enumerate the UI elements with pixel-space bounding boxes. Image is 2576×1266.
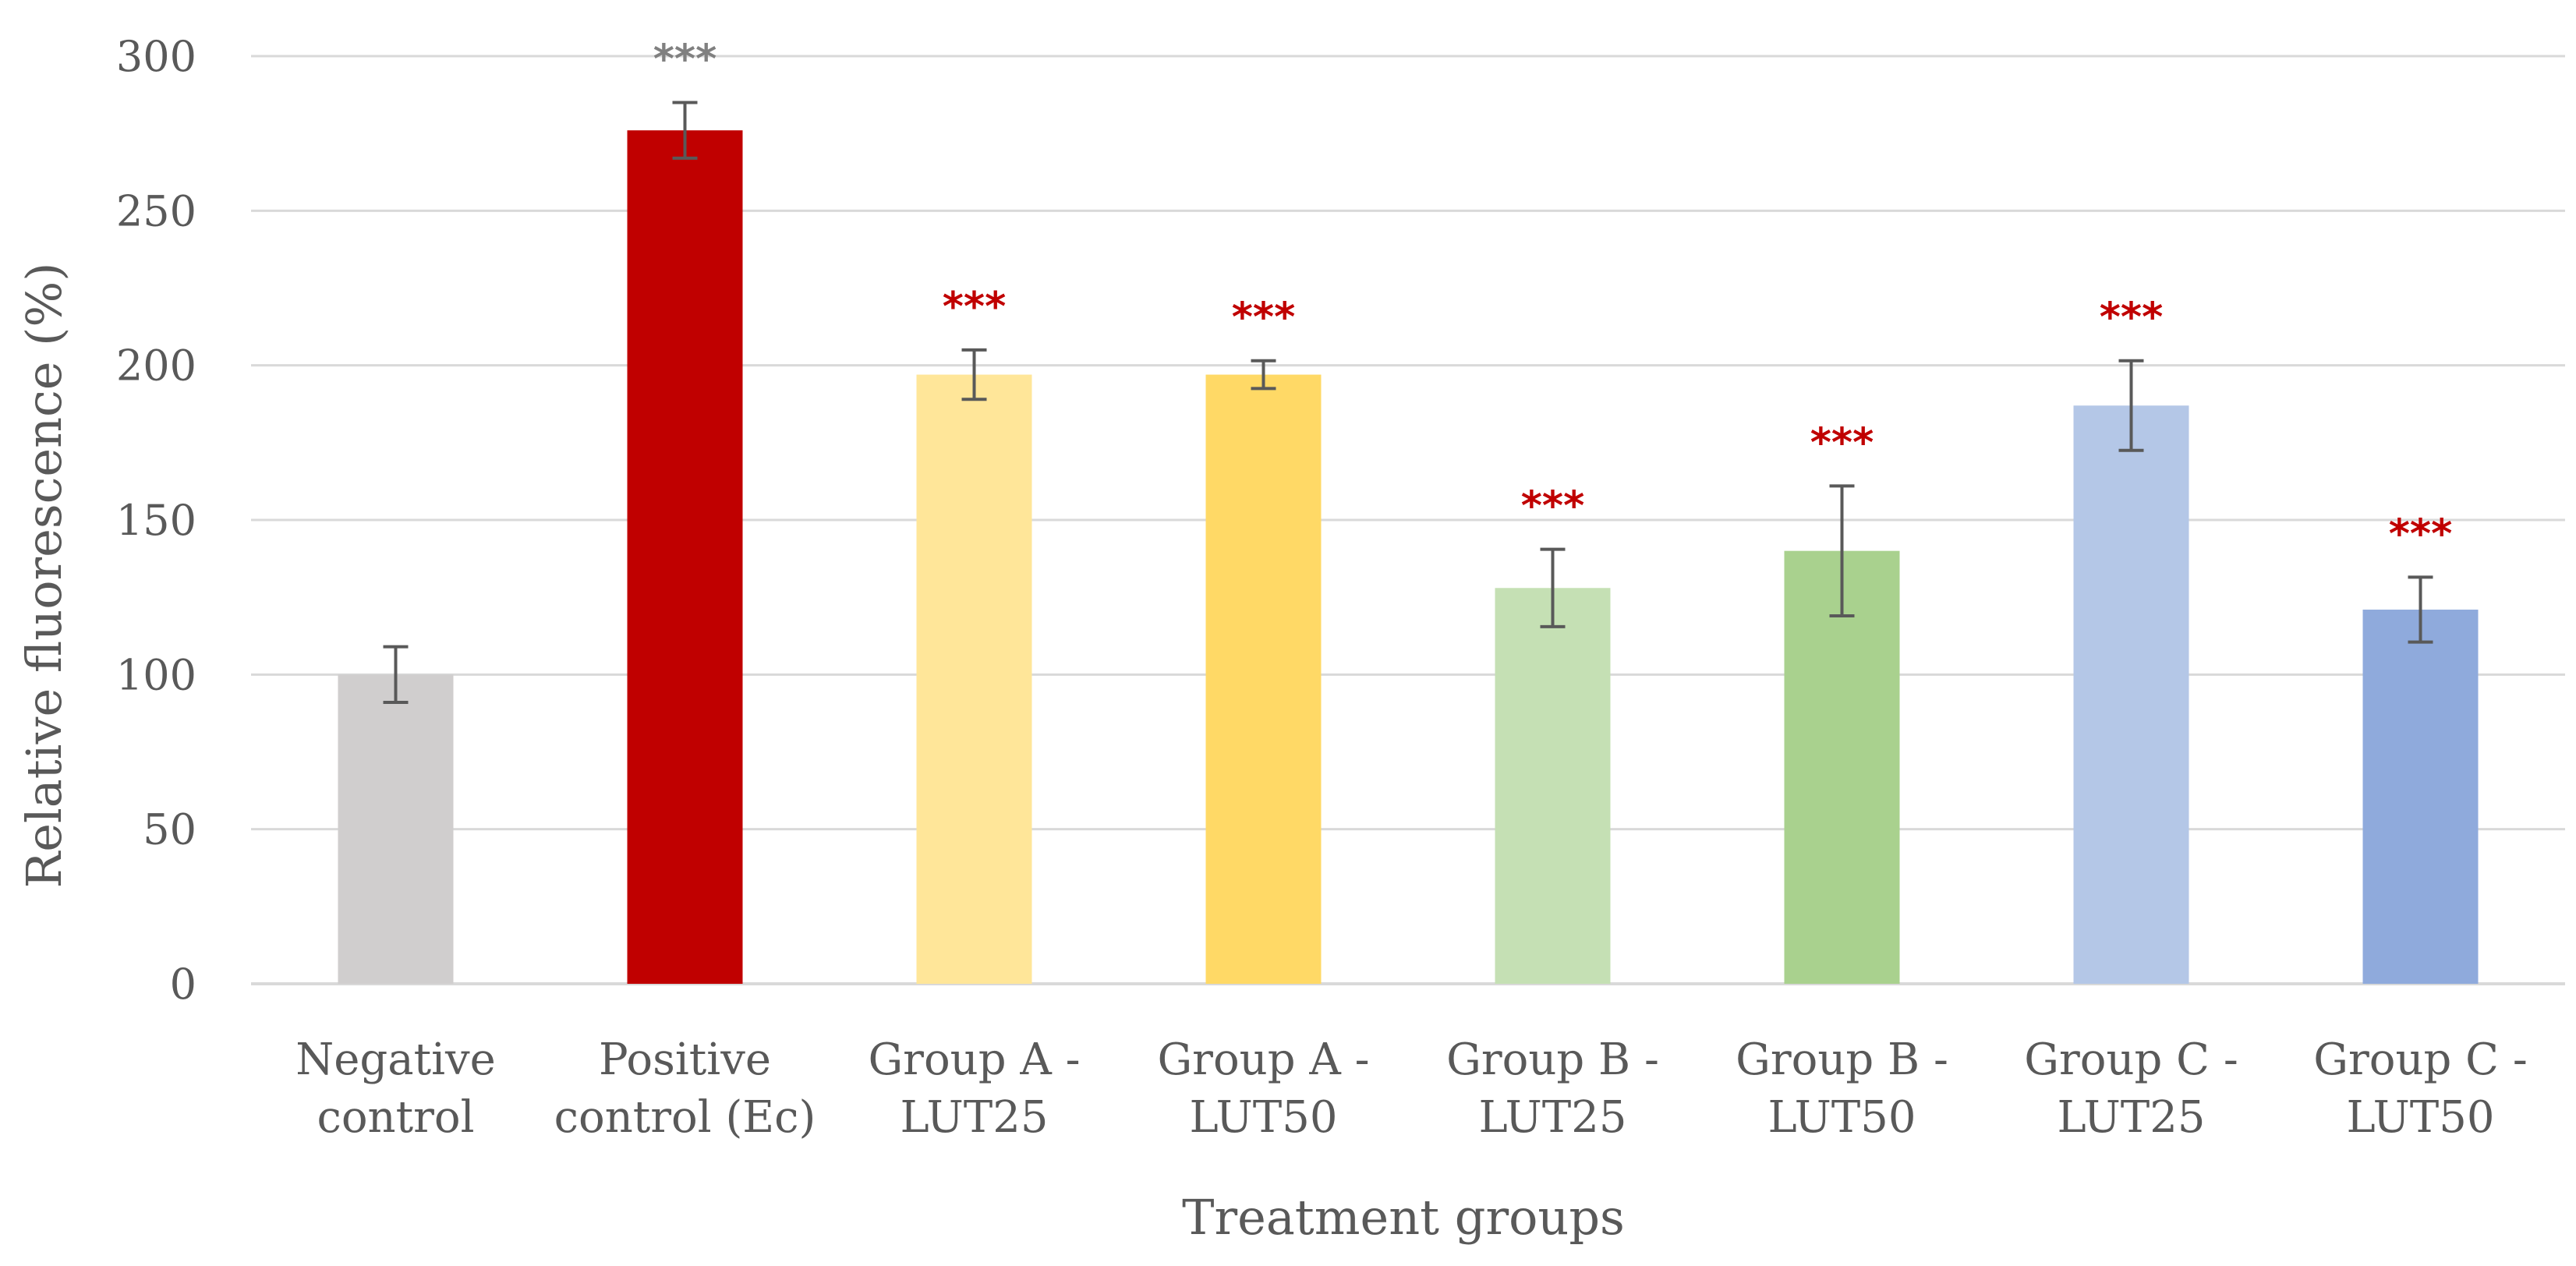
x-axis-title: Treatment groups <box>1182 1189 1625 1246</box>
significance-label: *** <box>2100 295 2164 341</box>
error-bar <box>961 348 987 401</box>
bar <box>916 374 1032 985</box>
bar <box>2073 405 2189 984</box>
y-tick-label: 250 <box>116 186 196 235</box>
error-bar <box>383 645 409 705</box>
x-category-label: Group C - <box>2024 1034 2238 1085</box>
bar <box>1205 374 1322 985</box>
y-axis-ticks: 0 50 100 150 200 250 300 <box>116 32 196 1009</box>
significance-label: *** <box>653 37 717 83</box>
x-category-label: Group A - <box>1157 1034 1369 1085</box>
error-bar <box>1251 359 1276 391</box>
bars <box>338 130 2479 985</box>
bar <box>1784 550 1900 984</box>
y-tick-label: 0 <box>170 960 196 1009</box>
x-category-label: Group B - <box>1736 1034 1948 1085</box>
y-tick-label: 200 <box>116 341 196 391</box>
x-category-label: Group B - <box>1446 1034 1659 1085</box>
error-bar <box>1829 484 1855 617</box>
significance-label: *** <box>1521 483 1585 530</box>
error-bars <box>383 101 2433 705</box>
error-bar <box>2408 575 2433 644</box>
x-category-label: LUT25 <box>1479 1092 1627 1143</box>
bar <box>2362 610 2479 984</box>
x-category-label: Group A - <box>868 1034 1080 1085</box>
gridlines <box>251 55 2565 985</box>
x-category-label: control (Ec) <box>554 1092 816 1143</box>
x-category-label: Negative <box>295 1034 496 1085</box>
x-category-label: Positive <box>599 1034 771 1085</box>
x-category-label: LUT50 <box>2347 1092 2495 1143</box>
y-tick-label: 150 <box>116 496 196 545</box>
x-category-label: Group C - <box>2313 1034 2528 1085</box>
significance-label: *** <box>1232 295 1296 341</box>
error-bar <box>2118 359 2144 452</box>
x-category-label: control <box>317 1092 474 1143</box>
x-category-label: LUT25 <box>901 1092 1049 1143</box>
y-tick-label: 300 <box>116 32 196 81</box>
error-bar <box>672 101 698 160</box>
y-tick-label: 50 <box>143 805 196 854</box>
x-axis-categories: Negative control Positive control (Ec) Group… <box>295 1034 2528 1143</box>
bar <box>338 674 454 984</box>
bar <box>1495 588 1611 984</box>
bar <box>627 130 743 985</box>
x-category-label: LUT50 <box>1190 1092 1338 1143</box>
y-tick-label: 100 <box>116 650 196 699</box>
x-category-label: LUT25 <box>2058 1092 2206 1143</box>
significance-label: *** <box>2389 511 2453 557</box>
significance-label: *** <box>943 284 1007 331</box>
error-bar <box>1540 547 1566 628</box>
y-axis-title: Relative fluorescence (%) <box>16 263 73 889</box>
x-category-label: LUT50 <box>1768 1092 1916 1143</box>
significance-label: *** <box>1810 419 1874 466</box>
significance-labels: *** *** *** *** *** *** *** <box>653 37 2453 558</box>
